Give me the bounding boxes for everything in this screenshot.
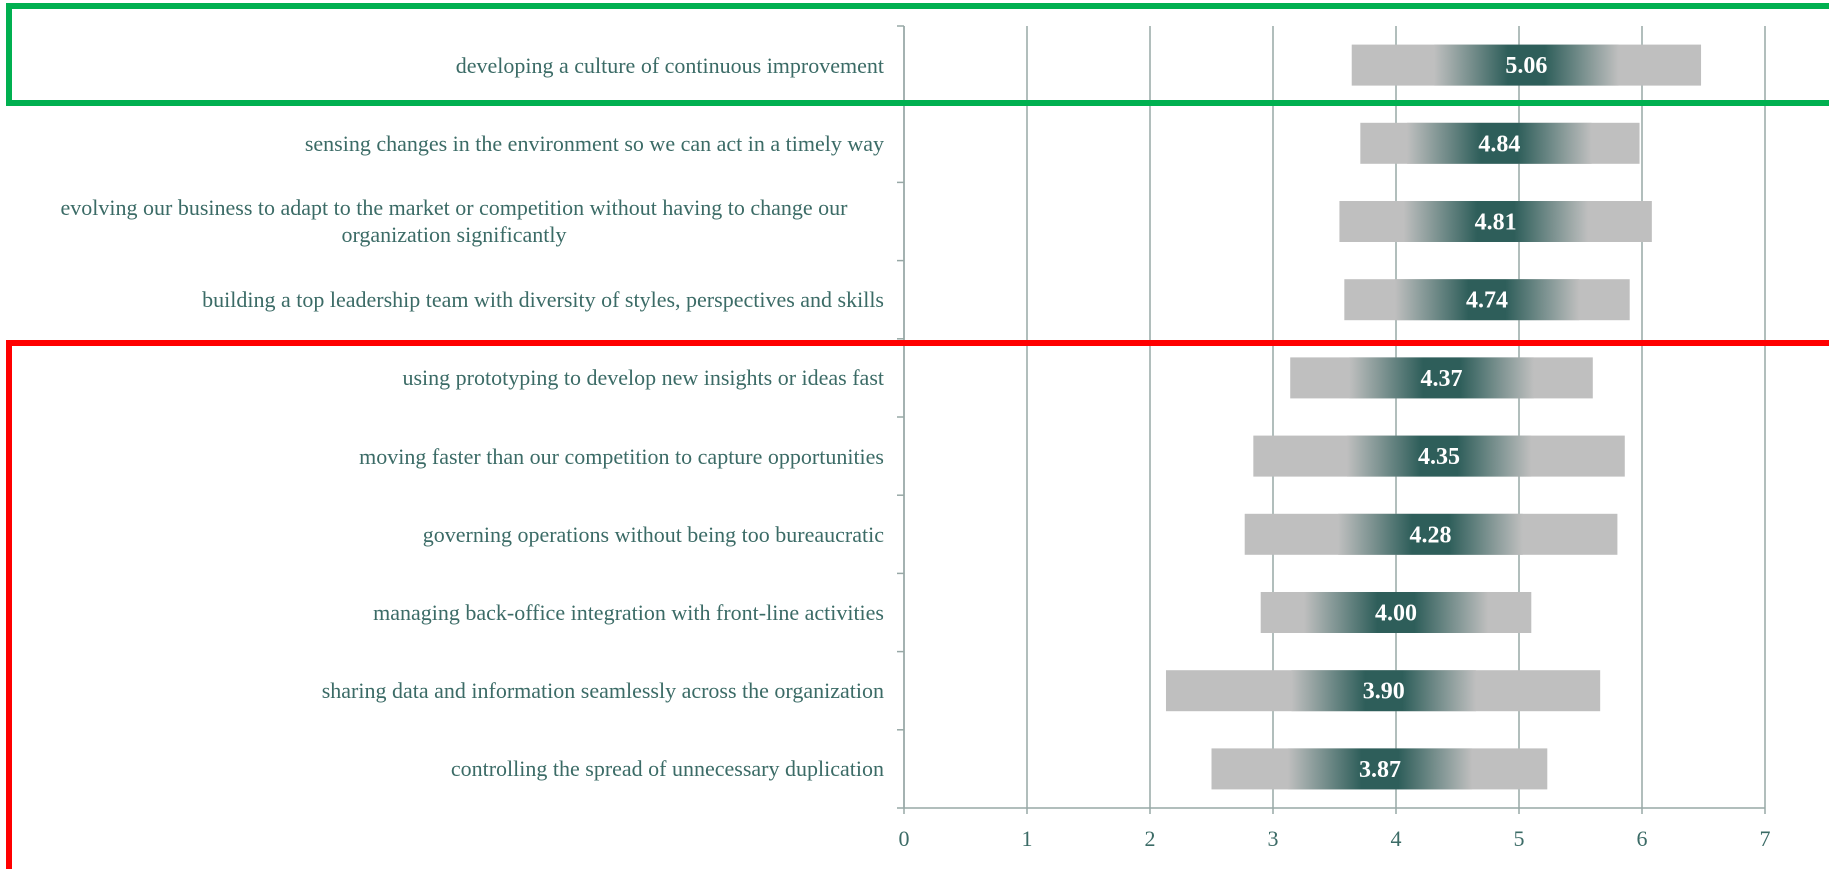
value-label: 4.37 xyxy=(1421,366,1463,392)
value-label: 3.90 xyxy=(1363,679,1405,705)
value-label: 4.81 xyxy=(1475,210,1517,236)
category-row: developing a culture of continuous impro… xyxy=(4,26,884,104)
category-label: controlling the spread of unnecessary du… xyxy=(450,756,884,782)
mean-marker xyxy=(1394,279,1580,321)
x-tick-label: 7 xyxy=(1760,826,1771,851)
mean-marker xyxy=(1407,122,1592,164)
x-tick-label: 6 xyxy=(1637,826,1648,851)
value-label: 4.35 xyxy=(1418,444,1460,470)
mean-marker xyxy=(1303,592,1489,633)
category-row: sensing changes in the environment so we… xyxy=(4,104,884,182)
x-tick-label: 1 xyxy=(1022,826,1033,851)
category-label: sharing data and information seamlessly … xyxy=(321,678,884,704)
category-label: managing back-office integration with fr… xyxy=(373,599,884,625)
x-tick-label: 4 xyxy=(1391,826,1402,851)
mean-marker xyxy=(1346,435,1532,477)
value-label: 4.74 xyxy=(1466,288,1508,314)
category-label: moving faster than our competition to ca… xyxy=(359,443,884,469)
mean-marker xyxy=(1434,44,1619,86)
category-row: managing back-office integration with fr… xyxy=(4,573,884,651)
x-tick-label: 3 xyxy=(1268,826,1279,851)
x-tick-label: 5 xyxy=(1514,826,1525,851)
mean-marker xyxy=(1287,748,1473,790)
value-label: 5.06 xyxy=(1505,53,1547,79)
mean-marker xyxy=(1338,513,1523,555)
mean-marker xyxy=(1403,201,1588,242)
category-row: evolving our business to adapt to the ma… xyxy=(4,182,884,260)
mean-marker xyxy=(1349,357,1534,399)
value-label: 3.87 xyxy=(1359,757,1401,783)
value-label: 4.84 xyxy=(1478,131,1520,157)
x-tick-label: 0 xyxy=(899,826,910,851)
plot-area: 0 1 2 3 4 5 6 7 5.06 4.84 4.81 4.74 4.37 4.35 4.28 4.00… xyxy=(897,25,1771,851)
category-row: building a top leadership team with dive… xyxy=(4,261,884,339)
value-label: 4.28 xyxy=(1409,522,1451,548)
category-label: evolving our business to adapt to the ma… xyxy=(60,195,848,248)
category-label: governing operations without being too b… xyxy=(422,521,884,547)
category-row: governing operations without being too b… xyxy=(4,495,884,573)
highlight-box-green xyxy=(6,3,1829,106)
mean-marker xyxy=(1291,670,1476,712)
category-row: controlling the spread of unnecessary du… xyxy=(4,730,884,808)
category-label: developing a culture of continuous impro… xyxy=(455,52,884,78)
category-row: using prototyping to develop new insight… xyxy=(4,339,885,417)
x-tick-label: 2 xyxy=(1145,826,1156,851)
category-row: moving faster than our competition to ca… xyxy=(4,417,884,495)
category-row: sharing data and information seamlessly … xyxy=(4,652,884,730)
category-label: sensing changes in the environment so we… xyxy=(304,130,884,156)
highlight-box-red xyxy=(6,340,1829,869)
category-label: building a top leadership team with dive… xyxy=(202,287,884,313)
value-label: 4.00 xyxy=(1375,601,1417,627)
category-label: using prototyping to develop new insight… xyxy=(402,365,885,391)
